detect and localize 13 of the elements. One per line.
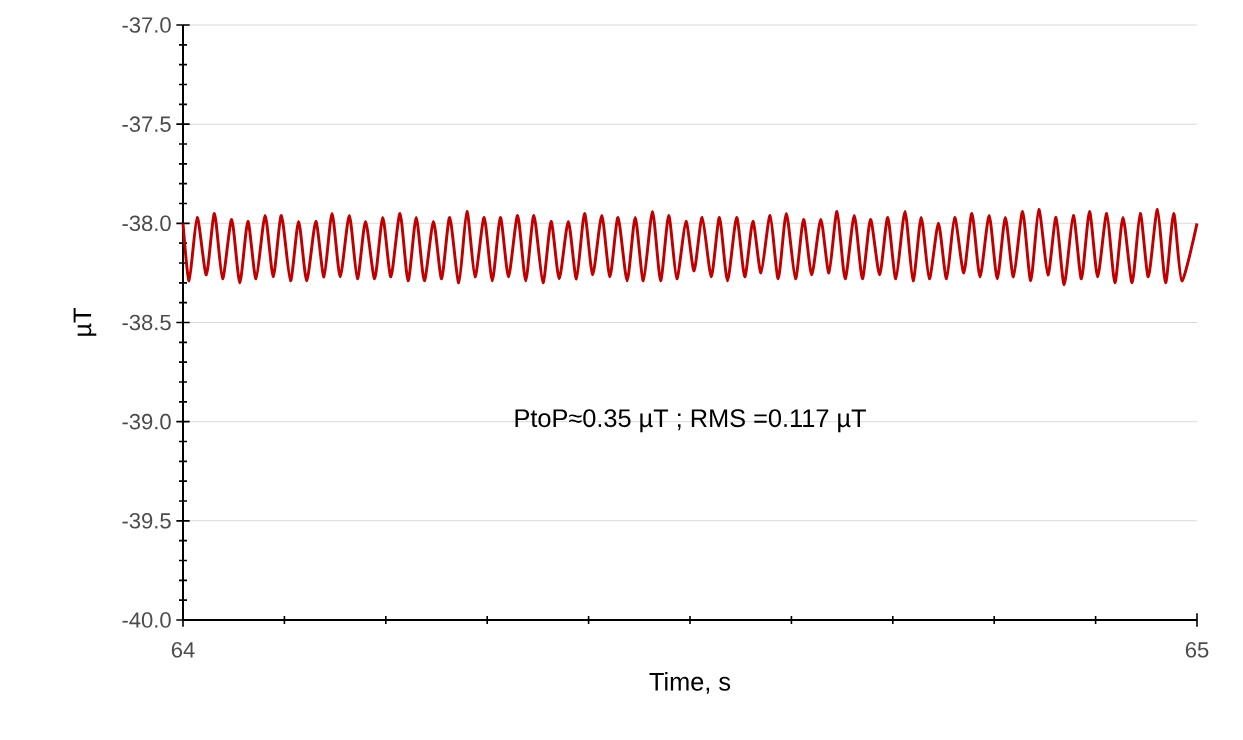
y-tick-label: -39.5	[122, 513, 171, 529]
x-tick-label: 64	[171, 642, 195, 658]
line-series	[181, 207, 1199, 287]
y-tick-label: -38.0	[122, 215, 171, 232]
y-tick-label: -40.0	[122, 612, 171, 628]
y-tick-label: -37.5	[122, 116, 171, 132]
annotation: PtoP≈0.35 µT ; RMS =0.117 µT	[515, 409, 866, 433]
y-tick-label: -39.0	[122, 413, 171, 430]
y-axis-title: µT	[73, 308, 97, 336]
y-tick-label: -37.0	[122, 17, 171, 33]
x-tick-label: 65	[1185, 642, 1209, 658]
x-axis-title: Time, s	[649, 672, 731, 694]
y-tick-label: -38.5	[122, 314, 171, 331]
